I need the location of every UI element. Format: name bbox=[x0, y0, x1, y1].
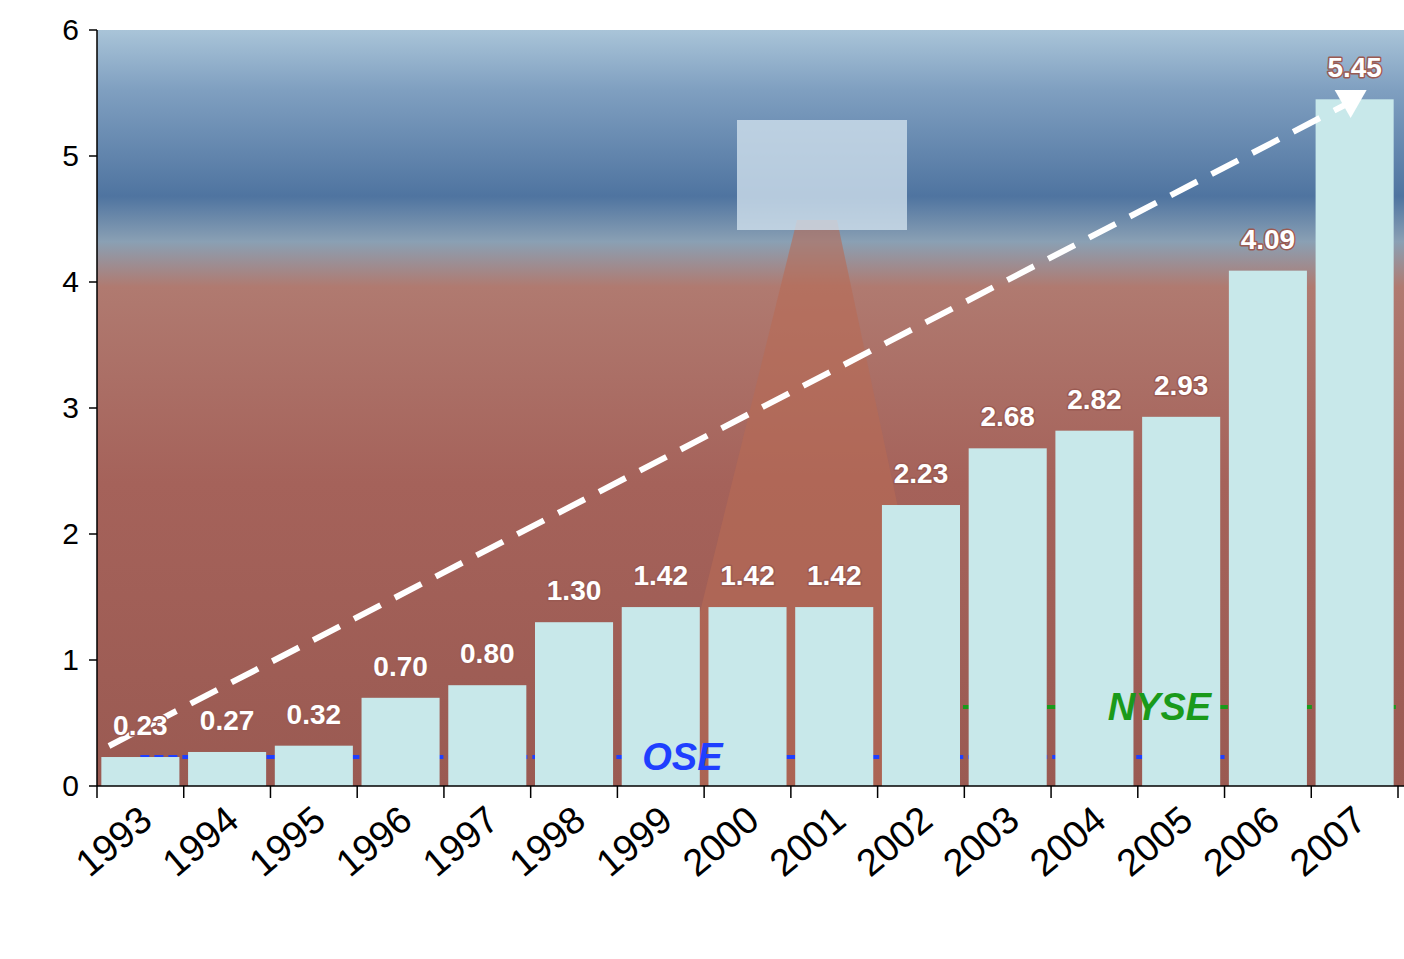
data-label: 1.42 bbox=[807, 560, 862, 591]
data-label: 2.82 bbox=[1067, 384, 1122, 415]
x-tick bbox=[1050, 786, 1052, 798]
x-tick-label: 2007 bbox=[1282, 798, 1374, 885]
x-tick-label: 1996 bbox=[328, 798, 420, 885]
bar bbox=[101, 757, 179, 786]
x-tick-label: 1995 bbox=[241, 798, 333, 885]
x-tick bbox=[270, 786, 272, 798]
x-tick bbox=[617, 786, 619, 798]
x-tick-label: 2006 bbox=[1195, 798, 1287, 885]
x-tick bbox=[1397, 786, 1399, 798]
bar bbox=[969, 448, 1047, 786]
x-tick bbox=[356, 786, 358, 798]
y-tick-label: 0 bbox=[62, 769, 79, 802]
x-tick-label: 2005 bbox=[1109, 798, 1201, 885]
trend-arrow bbox=[109, 102, 1351, 746]
bar bbox=[362, 698, 440, 786]
y-tick bbox=[89, 533, 97, 535]
y-tick-label: 2 bbox=[62, 517, 79, 550]
bar bbox=[448, 685, 526, 786]
data-label: 0.80 bbox=[460, 638, 515, 669]
x-tick-label: 1993 bbox=[68, 798, 160, 885]
x-tick-label: 2000 bbox=[675, 798, 767, 885]
data-label: 1.30 bbox=[547, 575, 602, 606]
bar bbox=[188, 752, 266, 786]
bar bbox=[882, 505, 960, 786]
data-label: 0.32 bbox=[287, 699, 342, 730]
x-tick-label: 2004 bbox=[1022, 798, 1114, 885]
x-tick bbox=[530, 786, 532, 798]
ship-superstructure bbox=[737, 120, 907, 230]
x-tick-label: 1999 bbox=[588, 798, 680, 885]
bar bbox=[1316, 99, 1394, 786]
data-label: 0.70 bbox=[373, 651, 428, 682]
x-tick bbox=[443, 786, 445, 798]
trend-arrow-head bbox=[1335, 90, 1367, 118]
chart: OSE NYSE 0.23 0.27 0.32 0.70 0.80 1.30 1.42 1.42 1… bbox=[0, 0, 1404, 959]
x-tick bbox=[877, 786, 879, 798]
x-tick-label: 2001 bbox=[762, 798, 854, 885]
bar bbox=[1229, 271, 1307, 786]
x-tick-label: 2002 bbox=[848, 798, 940, 885]
annotation-label: OSE bbox=[642, 736, 724, 778]
chart-root: OSE NYSE 0.23 0.27 0.32 0.70 0.80 1.30 1.42 1.42 1… bbox=[0, 0, 1404, 959]
data-label: 2.23 bbox=[894, 458, 949, 489]
y-tick bbox=[89, 407, 97, 409]
x-tick bbox=[1137, 786, 1139, 798]
y-tick bbox=[89, 29, 97, 31]
bar bbox=[795, 607, 873, 786]
y-tick-label: 5 bbox=[62, 139, 79, 172]
data-label: 0.23 bbox=[113, 710, 168, 741]
x-tick bbox=[964, 786, 966, 798]
data-label: 0.27 bbox=[200, 705, 255, 736]
x-tick bbox=[96, 786, 98, 798]
data-label: 2.93 bbox=[1154, 370, 1209, 401]
x-axis bbox=[97, 785, 1404, 787]
data-label: 2.68 bbox=[980, 401, 1035, 432]
data-label: 5.45 bbox=[1327, 52, 1382, 83]
data-label: 1.42 bbox=[720, 560, 775, 591]
bar bbox=[535, 622, 613, 786]
x-tick bbox=[1224, 786, 1226, 798]
y-tick bbox=[89, 155, 97, 157]
y-tick-label: 4 bbox=[62, 265, 79, 298]
y-tick-label: 6 bbox=[62, 13, 79, 46]
annotation-label: NYSE bbox=[1108, 686, 1213, 728]
x-tick-label: 2003 bbox=[935, 798, 1027, 885]
data-label: 1.42 bbox=[634, 560, 689, 591]
bar bbox=[275, 746, 353, 786]
x-tick bbox=[703, 786, 705, 798]
bar bbox=[1142, 417, 1220, 786]
bars bbox=[101, 99, 1393, 786]
y-tick-label: 1 bbox=[62, 643, 79, 676]
x-tick-label: 1998 bbox=[501, 798, 593, 885]
bar bbox=[1055, 431, 1133, 786]
x-tick-label: 1994 bbox=[154, 798, 246, 885]
y-tick bbox=[89, 785, 97, 787]
y-tick-label: 3 bbox=[62, 391, 79, 424]
x-tick-label: 1997 bbox=[415, 798, 507, 885]
y-tick bbox=[89, 659, 97, 661]
x-tick bbox=[183, 786, 185, 798]
y-tick bbox=[89, 281, 97, 283]
plot-background bbox=[97, 30, 1404, 786]
x-tick bbox=[1311, 786, 1313, 798]
x-tick bbox=[790, 786, 792, 798]
data-label: 4.09 bbox=[1241, 224, 1296, 255]
